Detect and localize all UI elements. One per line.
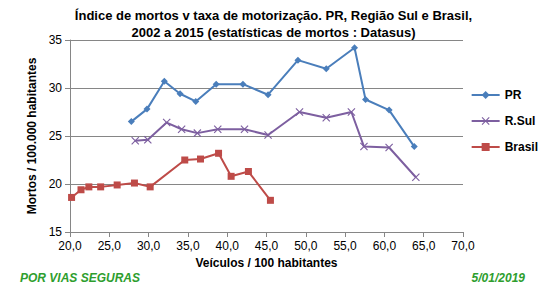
svg-text:Mortos / 100.000 habitantes: Mortos / 100.000 habitantes — [25, 57, 39, 214]
svg-text:30,0: 30,0 — [137, 239, 161, 253]
svg-text:5/01/2019: 5/01/2019 — [472, 271, 526, 285]
svg-text:Brasil: Brasil — [505, 140, 538, 154]
svg-text:PR: PR — [505, 88, 522, 102]
svg-text:30: 30 — [49, 81, 63, 95]
svg-text:35: 35 — [49, 33, 63, 47]
svg-text:15: 15 — [49, 225, 63, 239]
svg-text:25,0: 25,0 — [98, 239, 122, 253]
svg-text:Índice de mortos v taxa de mot: Índice de mortos v taxa de motorização. … — [75, 8, 472, 23]
svg-text:R.Sul: R.Sul — [505, 114, 536, 128]
svg-text:65,0: 65,0 — [412, 239, 436, 253]
svg-text:35,0: 35,0 — [176, 239, 200, 253]
svg-text:25: 25 — [49, 129, 63, 143]
svg-text:70,0: 70,0 — [451, 239, 475, 253]
svg-text:20,0: 20,0 — [58, 239, 82, 253]
svg-text:55,0: 55,0 — [333, 239, 357, 253]
svg-text:60,0: 60,0 — [373, 239, 397, 253]
svg-text:45,0: 45,0 — [255, 239, 279, 253]
svg-text:40,0: 40,0 — [216, 239, 240, 253]
svg-text:Veículos / 100 habitantes: Veículos / 100 habitantes — [195, 256, 337, 270]
svg-text:50,0: 50,0 — [294, 239, 318, 253]
svg-text:20: 20 — [49, 177, 63, 191]
svg-text:POR VIAS SEGURAS: POR VIAS SEGURAS — [20, 271, 140, 285]
svg-text:2002 a 2015 (estatísticas de m: 2002 a 2015 (estatísticas de mortos : Da… — [132, 25, 416, 40]
